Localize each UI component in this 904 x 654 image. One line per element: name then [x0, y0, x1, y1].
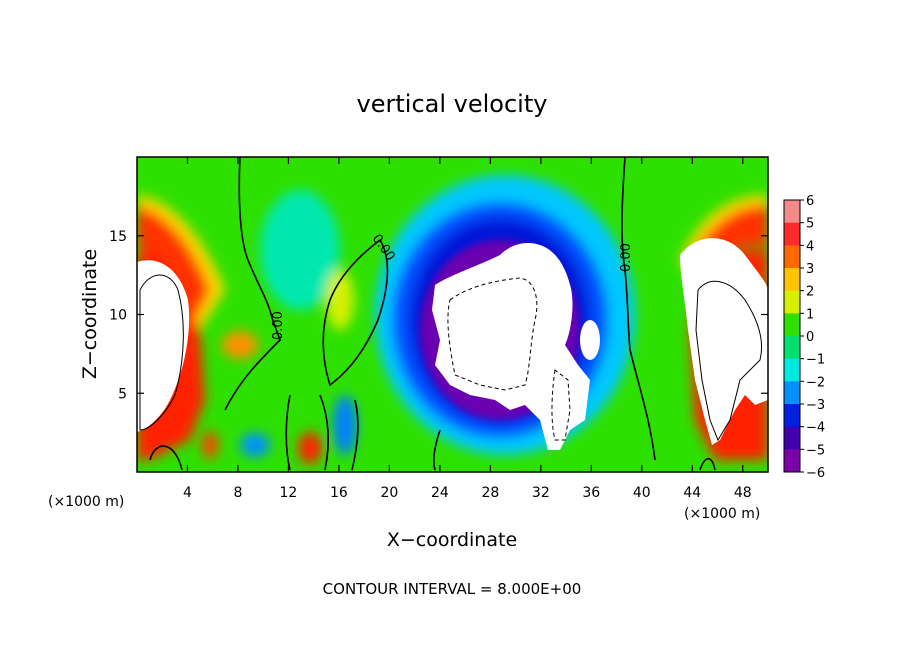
- colorbar-swatch: [784, 200, 800, 224]
- colorbar-tick-label: 1: [806, 307, 814, 322]
- x-tick-label: 32: [532, 485, 550, 501]
- y-axis-label: Z−coordinate: [79, 249, 101, 379]
- x-unit-right: (×1000 m): [684, 506, 760, 522]
- colorbar-swatch: [784, 449, 800, 473]
- x-tick-label: 28: [481, 485, 499, 501]
- x-tick-label: 4: [183, 485, 192, 501]
- colorbar-swatch: [784, 381, 800, 405]
- colorbar: 6 5 4 3 2 1 0 −1 −2 −3 −4 −5 −6: [783, 194, 825, 481]
- x-tick-label: 8: [233, 485, 242, 501]
- x-axis-ticks: 4 8 12 16 20 24 28 32 36 40 44 48: [183, 157, 752, 501]
- colorbar-tick-label: 5: [806, 217, 814, 232]
- contour-label: 0.00: [619, 243, 634, 272]
- colorbar-swatch: [784, 426, 800, 450]
- colorbar-tick-label: −6: [806, 466, 825, 481]
- colorbar-tick-label: 2: [806, 285, 814, 300]
- contour-lines-dashed: [447, 277, 571, 441]
- x-tick-label: 44: [683, 485, 701, 501]
- x-tick-label: 12: [280, 485, 298, 501]
- y-axis-ticks: 5 10 15: [109, 229, 768, 402]
- contour-interval-note: CONTOUR INTERVAL = 8.000E+00: [323, 580, 582, 598]
- colorbar-tick-label: −5: [806, 443, 825, 458]
- colorbar-tick-label: −3: [806, 398, 825, 413]
- x-tick-label: 24: [431, 485, 449, 501]
- colorbar-tick-label: 4: [806, 239, 814, 254]
- x-tick-label: 40: [633, 485, 651, 501]
- contour-lines-thin: [139, 274, 763, 442]
- y-tick-label: 15: [109, 229, 127, 245]
- contour-label: 0.00: [271, 311, 286, 340]
- x-tick-label: 20: [380, 485, 398, 501]
- x-unit-left: (×1000 m): [48, 494, 124, 510]
- x-axis-label: X−coordinate: [387, 529, 517, 551]
- y-tick-label: 10: [109, 308, 127, 324]
- colorbar-tick-label: −4: [806, 421, 825, 436]
- colorbar-swatch: [784, 404, 800, 428]
- y-tick-label: 5: [118, 386, 127, 402]
- colorbar-swatch: [784, 290, 800, 314]
- colorbar-swatch: [784, 245, 800, 269]
- chart-title: vertical velocity: [357, 90, 548, 118]
- downdraft-core: [432, 243, 590, 450]
- colorbar-tick-label: −1: [806, 353, 825, 368]
- heatmap-field: 0.00 0.00 0.00: [137, 157, 768, 472]
- colorbar-swatch: [784, 222, 800, 246]
- x-tick-label: 48: [734, 485, 752, 501]
- contour-lines: [149, 157, 716, 471]
- x-tick-label: 16: [330, 485, 348, 501]
- colorbar-tick-label: 0: [806, 330, 814, 345]
- colorbar-swatch: [784, 313, 800, 337]
- colorbar-swatch: [784, 358, 800, 382]
- colorbar-tick-label: −2: [806, 375, 825, 390]
- colorbar-swatch: [784, 268, 800, 292]
- updraft-left-core: [137, 260, 190, 432]
- updraft-right-core: [680, 238, 768, 445]
- colorbar-swatch: [784, 336, 800, 360]
- colorbar-tick-label: 3: [806, 262, 814, 277]
- colorbar-tick-label: 6: [806, 194, 814, 209]
- x-tick-label: 36: [582, 485, 600, 501]
